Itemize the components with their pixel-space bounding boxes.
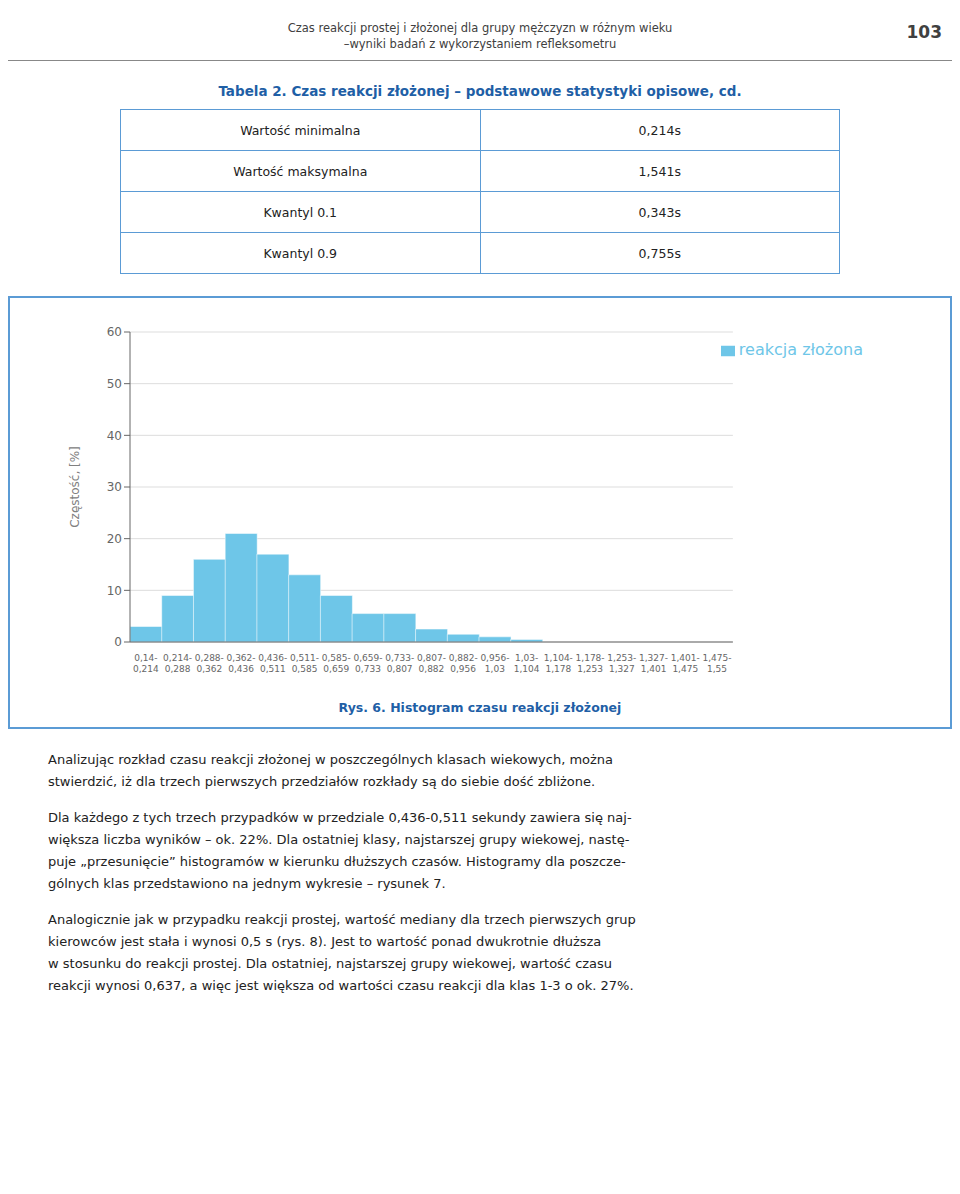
html-text:Kwantyl 0.9: Kwantyl 0.9 bbox=[263, 245, 338, 261]
html-text:Analizując rozkład czasu reakc: Analizując rozkład czasu reakcji złożone… bbox=[48, 752, 614, 767]
html-text:kierowców jest stała i wynosi: kierowców jest stała i wynosi 0,5 s (rys… bbox=[48, 934, 602, 949]
html-text:Analogicznie jak w przypadku r: Analogicznie jak w przypadku reakcji pro… bbox=[48, 912, 636, 927]
svg-text:10: 10 bbox=[107, 584, 122, 598]
svg-text:0,14-0,214: 0,14-0,214 bbox=[133, 653, 159, 674]
html-text:0,755s: 0,755s bbox=[638, 245, 681, 261]
svg-text:0,214-0,288: 0,214-0,288 bbox=[163, 653, 192, 674]
html-text:puje „przesunięcie” histogramó: puje „przesunięcie” histogramów w kierun… bbox=[48, 854, 626, 869]
svg-text:50: 50 bbox=[107, 377, 122, 391]
html-text:0,343s: 0,343s bbox=[638, 204, 681, 220]
svg-text:0,807-0,882: 0,807-0,882 bbox=[417, 653, 446, 674]
html-text:gólnych klas przedstawiono na: gólnych klas przedstawiono na jednym wyk… bbox=[48, 876, 446, 891]
html-text:Czas reakcji prostej i złożone: Czas reakcji prostej i złożonej dla grup… bbox=[287, 21, 673, 35]
html-text:większa liczba wyników – ok. 2: większa liczba wyników – ok. 22%. Dla os… bbox=[48, 832, 630, 847]
html-text:Tabela 2. Czas reakcji złożone: Tabela 2. Czas reakcji złożonej – podsta… bbox=[218, 83, 742, 99]
html-text:Kwantyl 0.1: Kwantyl 0.1 bbox=[263, 204, 338, 220]
svg-text:0,436-0,511: 0,436-0,511 bbox=[258, 653, 287, 674]
html-text:103: 103 bbox=[906, 22, 942, 42]
html-text:Wartość minimalna: Wartość minimalna bbox=[240, 122, 361, 138]
svg-text:0,288-0,362: 0,288-0,362 bbox=[195, 653, 224, 674]
svg-text:0,362-0,436: 0,362-0,436 bbox=[227, 653, 256, 674]
html-text:Dla każdego z tych trzech przy: Dla każdego z tych trzech przypadków w p… bbox=[48, 810, 632, 825]
svg-text:1,104-1,178: 1,104-1,178 bbox=[544, 653, 573, 674]
svg-text:1,475-1,55: 1,475-1,55 bbox=[702, 653, 731, 674]
html-text:reakcji wynosi 0,637, a więc j: reakcji wynosi 0,637, a więc jest większ… bbox=[48, 978, 634, 993]
html-text:Rys. 6. Histogram czasu reakcj: Rys. 6. Histogram czasu reakcji złożonej bbox=[338, 700, 622, 715]
html-text:stwierdzić, iż dla trzech pier: stwierdzić, iż dla trzech pierwszych prz… bbox=[48, 774, 596, 789]
svg-text:1,253-1,327: 1,253-1,327 bbox=[607, 653, 636, 674]
svg-text:1,178-1,253: 1,178-1,253 bbox=[576, 653, 605, 674]
svg-text:1,401-1,475: 1,401-1,475 bbox=[671, 653, 700, 674]
html-text:Wartość maksymalna: Wartość maksymalna bbox=[233, 163, 368, 179]
svg-text:0,882-0,956: 0,882-0,956 bbox=[449, 653, 478, 674]
svg-text:40: 40 bbox=[107, 429, 122, 443]
svg-text:20: 20 bbox=[107, 532, 122, 546]
svg-text:1,03-1,104: 1,03-1,104 bbox=[514, 653, 540, 674]
svg-text:0,956-1,03: 0,956-1,03 bbox=[480, 653, 509, 674]
svg-text:0,511-0,585: 0,511-0,585 bbox=[290, 653, 319, 674]
svg-text:Częstość, [%]: Częstość, [%] bbox=[68, 446, 82, 528]
html-text:w stosunku do reakcji prostej.: w stosunku do reakcji prostej. Dla ostat… bbox=[48, 956, 613, 971]
svg-text:0,733-0,807: 0,733-0,807 bbox=[385, 653, 414, 674]
html-text:–wyniki badań z wykorzystaniem: –wyniki badań z wykorzystaniem refleksom… bbox=[343, 37, 617, 51]
html-text:reakcja złożona: reakcja złożona bbox=[738, 340, 863, 359]
svg-text:0,585-0,659: 0,585-0,659 bbox=[322, 653, 351, 674]
html-text:1,541s: 1,541s bbox=[638, 163, 681, 179]
svg-text:30: 30 bbox=[107, 480, 122, 494]
svg-text:0: 0 bbox=[114, 635, 122, 649]
html-text:0,214s: 0,214s bbox=[638, 122, 681, 138]
svg-text:1,327-1,401: 1,327-1,401 bbox=[639, 653, 668, 674]
svg-text:0,659-0,733: 0,659-0,733 bbox=[353, 653, 382, 674]
svg-text:60: 60 bbox=[107, 325, 122, 339]
